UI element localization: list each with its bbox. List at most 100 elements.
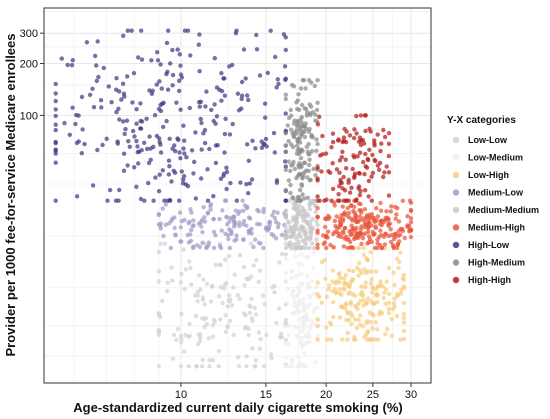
point-high-low [203, 104, 208, 109]
point-high-low [224, 186, 229, 192]
point-high-low [73, 121, 78, 127]
point-high-low [167, 136, 172, 141]
point-high-low [168, 61, 173, 66]
point-low-high [356, 273, 361, 278]
point-medium-high [377, 222, 383, 227]
point-medium-high [343, 212, 348, 217]
point-high-medium [304, 168, 309, 173]
point-high-medium [283, 167, 288, 173]
point-high-low [138, 101, 143, 106]
point-low-low [244, 354, 249, 359]
point-high-high [341, 135, 347, 140]
point-high-medium [288, 168, 293, 174]
point-high-low [205, 167, 210, 172]
point-medium-high [359, 224, 364, 229]
point-high-high [330, 161, 335, 166]
point-high-high [356, 170, 362, 176]
point-high-low [74, 194, 80, 199]
legend-swatch [452, 224, 460, 231]
point-medium-medium [287, 198, 292, 203]
point-medium-low [247, 229, 252, 235]
point-high-medium [315, 100, 320, 106]
point-high-low [177, 78, 182, 84]
legend-swatch [452, 171, 460, 179]
point-high-low [116, 106, 121, 112]
point-high-low [172, 143, 177, 148]
point-high-high [315, 178, 320, 183]
point-high-low [264, 144, 269, 149]
point-medium-medium [286, 220, 291, 225]
point-high-low [274, 85, 279, 90]
point-medium-low [227, 219, 232, 224]
point-high-low [139, 148, 144, 153]
point-low-high [401, 328, 407, 334]
point-low-high [315, 337, 320, 342]
point-high-low [241, 47, 247, 52]
legend-swatch [452, 136, 460, 144]
point-high-high [386, 170, 392, 175]
point-high-medium [307, 157, 312, 162]
point-high-high [352, 127, 357, 132]
point-high-low [105, 198, 110, 203]
point-high-medium [299, 115, 304, 120]
x-tick-label: 10 [175, 389, 187, 401]
point-low-high [362, 267, 367, 272]
point-high-high [342, 126, 347, 132]
point-high-low [162, 198, 167, 203]
point-high-high [315, 194, 320, 199]
point-high-low [79, 94, 85, 100]
point-high-low [198, 176, 204, 181]
point-low-low [202, 302, 207, 307]
point-high-low [144, 146, 150, 152]
point-medium-high [405, 214, 410, 219]
point-high-low [182, 138, 187, 143]
point-high-low [273, 54, 278, 60]
point-medium-low [204, 244, 209, 250]
point-low-medium [296, 317, 302, 322]
point-low-low [223, 257, 228, 262]
point-high-low [149, 58, 154, 63]
point-low-low [274, 320, 279, 326]
point-low-low [225, 304, 231, 309]
point-high-high [329, 145, 334, 150]
point-high-low [221, 173, 226, 179]
point-high-medium [298, 86, 304, 91]
point-low-low [260, 293, 266, 298]
point-low-medium [283, 364, 288, 369]
point-high-low [272, 150, 277, 155]
point-low-high [351, 268, 356, 274]
point-medium-high [400, 198, 405, 203]
point-medium-high [394, 245, 400, 251]
point-low-high [383, 332, 388, 337]
point-low-medium [283, 256, 288, 261]
point-low-high [386, 291, 392, 296]
point-high-low [283, 111, 288, 116]
point-low-high [365, 319, 370, 324]
point-high-low [156, 106, 162, 112]
point-low-low [248, 304, 253, 309]
point-high-high [329, 198, 334, 203]
point-high-high [386, 193, 392, 198]
point-low-low [178, 280, 183, 285]
point-high-medium [299, 102, 305, 108]
point-high-low [181, 174, 187, 179]
point-high-medium [295, 120, 301, 125]
point-high-low [125, 163, 130, 168]
point-high-medium [307, 162, 312, 168]
point-medium-low [275, 225, 281, 230]
point-high-low [144, 116, 149, 122]
point-medium-medium [288, 224, 293, 230]
point-high-low [178, 72, 184, 77]
point-medium-low [219, 228, 224, 233]
point-high-low [90, 183, 96, 188]
point-low-high [332, 286, 338, 292]
point-high-medium [297, 198, 303, 203]
point-medium-low [270, 213, 275, 218]
point-high-low [134, 107, 139, 112]
point-low-low [174, 337, 179, 343]
point-medium-high [381, 234, 387, 239]
point-high-low [178, 107, 183, 112]
point-low-medium [311, 250, 317, 255]
point-low-high [384, 327, 390, 332]
point-low-high [356, 301, 361, 307]
